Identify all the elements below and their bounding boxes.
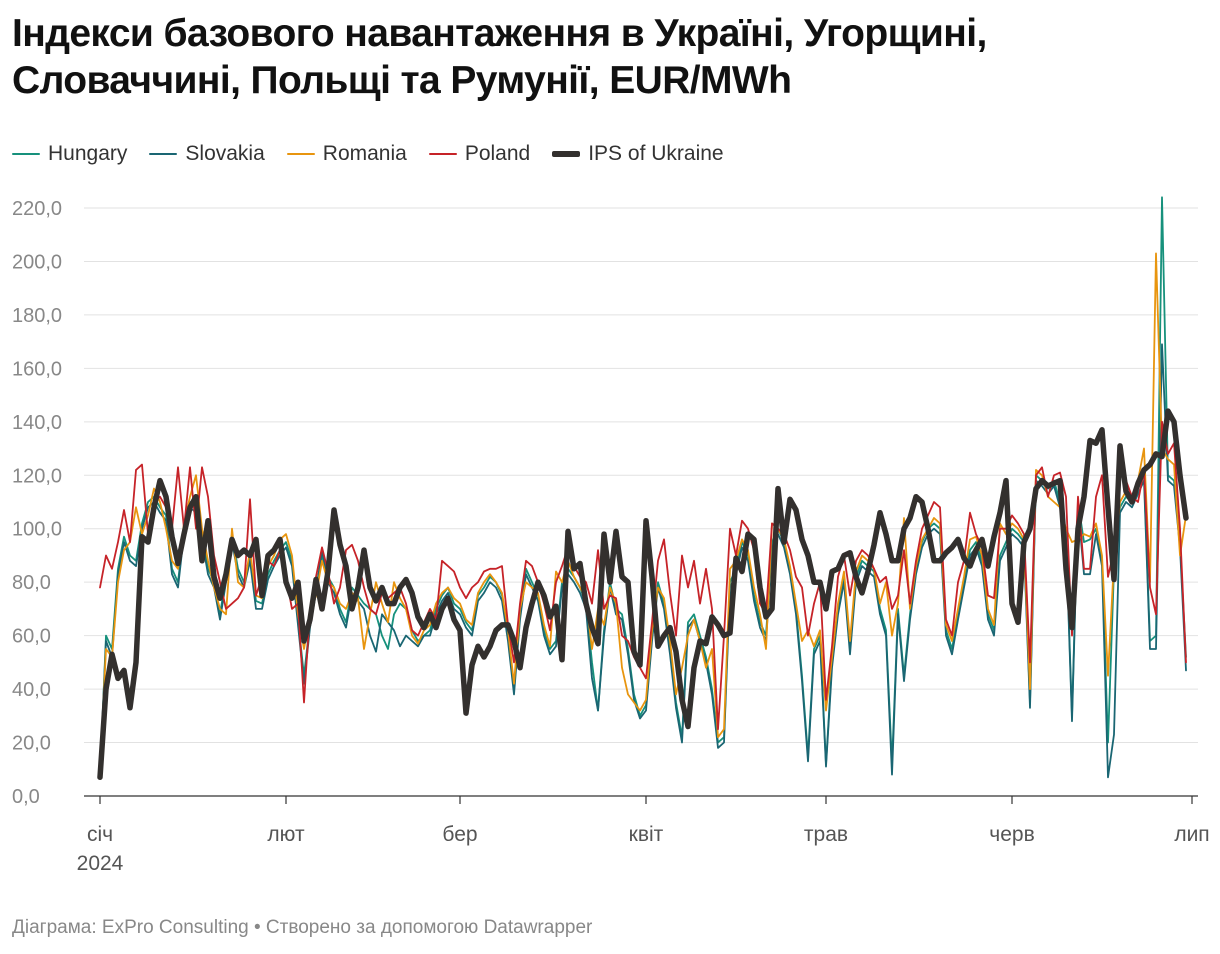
y-tick-label: 220,0 [12,198,62,220]
legend-item-poland: Poland [428,142,531,166]
x-tick-label: бер [442,823,477,846]
y-tick-label: 40,0 [12,679,51,701]
y-tick-label: 100,0 [12,519,62,541]
x-tick-label: квіт [629,823,664,846]
footer-separator: • [253,917,261,938]
legend: Hungary Slovakia Romania Poland IPS of Ukrai… [12,141,746,167]
footer: Діаграма: ExPro Consulting • Створено за… [12,917,592,939]
y-tick-label: 60,0 [12,626,51,648]
legend-item-ips-of-ukraine: IPS of Ukraine [552,142,724,166]
y-tick-label: 160,0 [12,358,62,380]
x-tick-label: лют [267,823,305,846]
axis-layer: 0,0 20,0 40,0 60,0 80,0 100,0 120,0 140,0 160,0 1… [12,198,1210,875]
series-line-ips-of-ukraine [97,408,1189,781]
legend-swatch [12,153,40,155]
legend-label: Slovakia [185,142,265,165]
legend-label: Poland [464,142,531,165]
legend-label: Hungary [48,142,128,165]
y-tick-label: 200,0 [12,251,62,273]
x-tick-label: трав [804,823,848,846]
series-line-hungary [99,196,1187,779]
legend-label: IPS of Ukraine [588,142,724,165]
y-tick-label: 180,0 [12,305,62,327]
legend-swatch [428,153,457,155]
legend-swatch [149,153,178,155]
legend-swatch [552,151,581,157]
footer-credit: Створено за допомогою Datawrapper [265,917,593,938]
series-line-romania [99,252,1187,773]
legend-item-romania: Romania [286,142,407,166]
x-tick-label: черв [989,823,1034,846]
y-tick-label: 140,0 [12,412,62,434]
legend-item-hungary: Hungary [12,142,127,166]
x-tick-label: лип [1174,823,1209,846]
x-tick-sublabel: 2024 [77,852,124,875]
y-tick-label: 0,0 [12,786,40,808]
y-tick-label: 80,0 [12,572,51,594]
legend-label: Romania [322,142,407,165]
series-layer [97,196,1189,781]
y-tick-label: 120,0 [12,465,62,487]
x-tick-label: січ [87,823,113,846]
y-tick-label: 20,0 [12,733,51,755]
legend-swatch [286,153,315,155]
legend-item-slovakia: Slovakia [149,142,265,166]
footer-source: Діаграма: ExPro Consulting [12,917,249,938]
chart-title: Індекси базового навантаження в Україні,… [12,12,987,102]
